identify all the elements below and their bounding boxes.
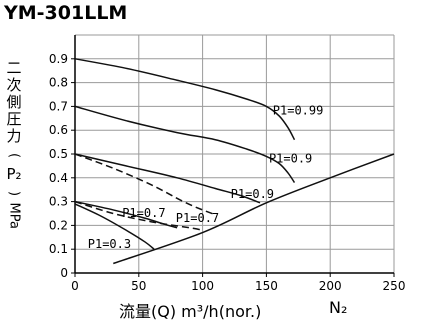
x-tick-label: 200 [319,279,342,293]
y-tick-label: 0.8 [49,76,68,90]
y-tick-label: 0.1 [49,242,68,256]
series-line [74,200,203,231]
series-line [74,203,155,250]
series-lines [74,58,395,265]
y-axis-label-char: 二 [6,59,22,77]
capacity-limit-line [113,153,395,265]
x-tick-label: 150 [255,279,278,293]
curve-label: P1=0.7 [176,211,219,225]
curve-label: P1=0.7 [122,206,165,220]
y-axis-label: 二 次 側 圧 力 ( P₂ ) MPa [4,59,24,229]
y-axis-label-char: 力 [6,127,22,145]
x-axis-label: 流量(Q) m³/h(nor.) [119,302,262,321]
series-line [74,153,261,204]
chart-title: YM-301LLM [4,2,128,24]
x-tick-label: 0 [71,279,79,293]
series-line [74,58,296,141]
x-tick-label: 50 [131,279,146,293]
curve-label: P1=0.9 [231,187,274,201]
y-tick-label: 0.7 [49,99,68,113]
y-axis-label-char: 側 [6,93,22,111]
y-tick-label: 0.9 [49,52,68,66]
y-axis-label-char: 次 [6,76,22,94]
series-line [74,200,178,229]
y-tick-label: 0.2 [49,218,68,232]
curve-label: P1=0.99 [273,104,324,118]
x-axis-gas-label: N₂ [329,298,348,317]
tick-labels: 0 50 100 150 200 250 0 0.1 0.2 0.3 0.4 0.5 0.6 0.7 0.8… [49,52,406,293]
x-tick-label: 100 [191,279,214,293]
y-tick-label: 0.4 [49,171,68,185]
curve-label: P1=0.9 [269,151,312,165]
x-tick-label: 250 [383,279,406,293]
y-tick-label: 0.5 [49,147,68,161]
curve-label: P1=0.3 [88,237,131,251]
series-line [74,105,296,183]
curve-labels: P1=0.99 P1=0.9 P1=0.9 P1=0.7 P1=0.7 P1=0.3 [88,104,324,251]
y-tick-label: 0.6 [49,123,68,137]
series-line [74,153,216,216]
y-axis-label-char: P₂ [6,165,22,183]
y-axis-label-char: 圧 [6,110,22,128]
y-tick-label: 0 [60,266,68,280]
y-tick-label: 0.3 [49,195,68,209]
